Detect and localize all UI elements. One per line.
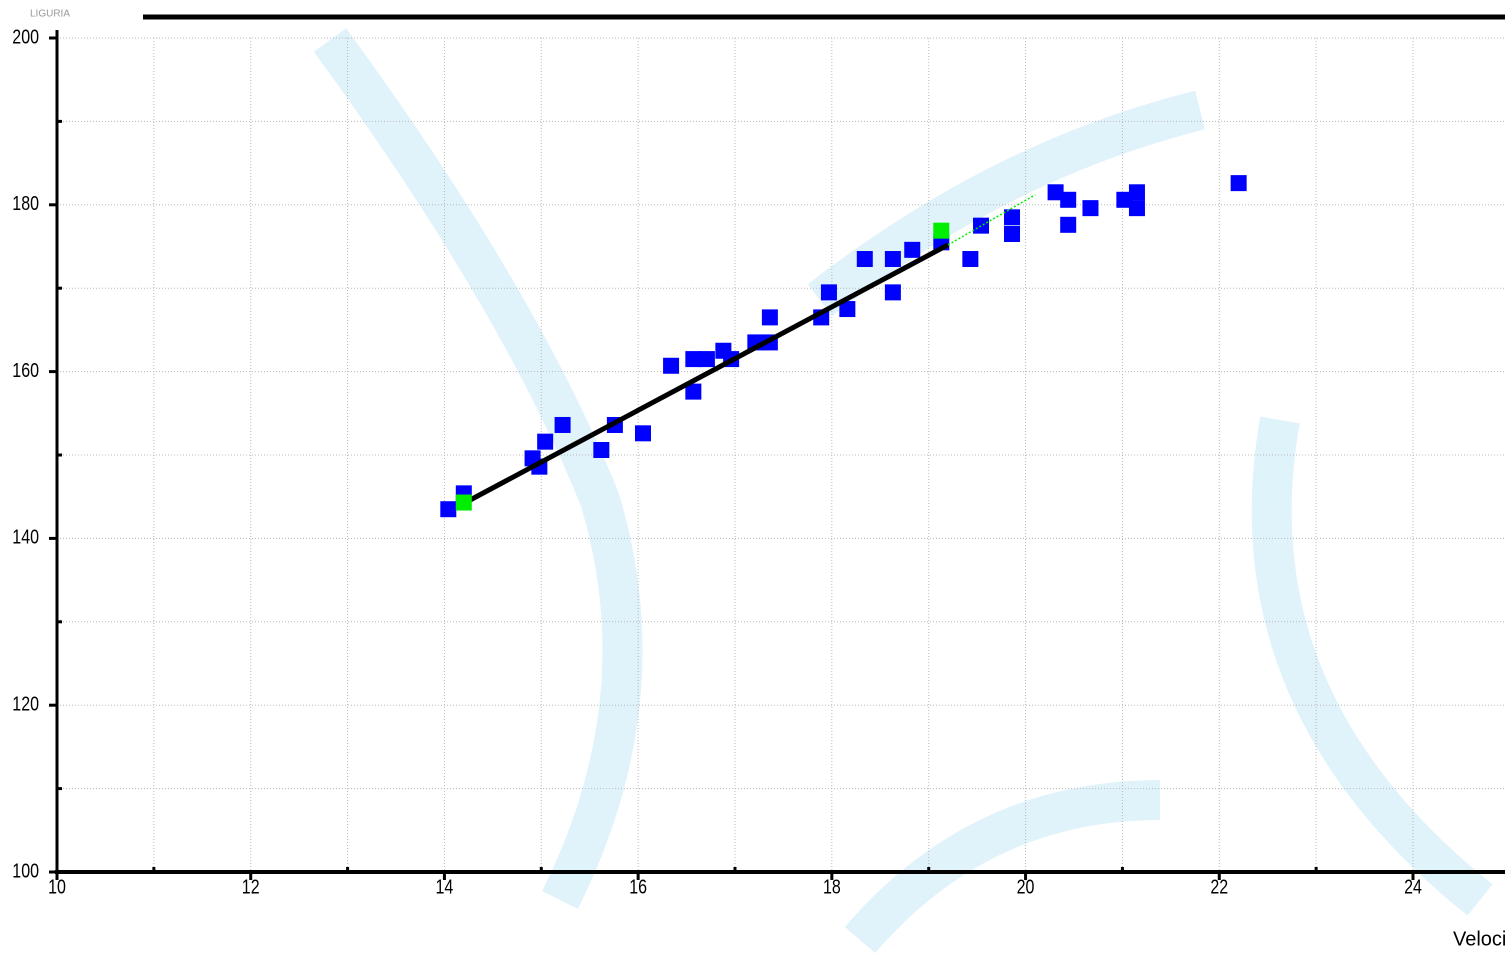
point [761, 309, 778, 326]
point [962, 251, 979, 268]
point [1004, 209, 1021, 226]
point [663, 357, 680, 374]
point [839, 301, 856, 318]
point [1047, 184, 1064, 201]
point [973, 217, 990, 234]
x-tick-label: 22 [1210, 876, 1228, 898]
point [1128, 184, 1145, 201]
point [1230, 175, 1247, 192]
y-tick-label: 160 [12, 359, 39, 381]
point [1004, 225, 1021, 242]
point [440, 501, 457, 518]
point [884, 251, 901, 268]
point [904, 241, 921, 258]
point [1060, 191, 1077, 208]
y-tick-label: 180 [12, 192, 39, 214]
x-tick-label: 10 [48, 876, 66, 898]
y-tick-label: 100 [12, 860, 39, 882]
x-axis-label: Velocit [1453, 928, 1505, 950]
point [1116, 191, 1133, 208]
header: LIGURIA [30, 9, 70, 20]
point [685, 351, 702, 368]
point [1128, 200, 1145, 217]
point [884, 284, 901, 301]
point [634, 425, 651, 442]
x-tick-label: 20 [1017, 876, 1035, 898]
point [554, 416, 571, 433]
watermark [313, 28, 1493, 954]
point [1060, 216, 1077, 233]
y-tick-label: 120 [12, 693, 39, 715]
point [856, 251, 873, 268]
point [820, 284, 837, 301]
y-tick-label: 200 [12, 26, 39, 48]
x-tick-label: 14 [436, 876, 454, 898]
fit-line [947, 194, 1036, 246]
point [593, 441, 610, 458]
point [537, 433, 554, 450]
point [1082, 200, 1099, 217]
x-tick-label: 24 [1404, 876, 1422, 898]
y-tick-label: 140 [12, 526, 39, 548]
point [933, 222, 950, 239]
fit-line [462, 242, 950, 506]
x-tick-label: 16 [629, 876, 647, 898]
x-tick-label: 12 [242, 876, 260, 898]
point [455, 494, 472, 511]
x-tick-label: 18 [823, 876, 841, 898]
point [698, 351, 715, 368]
point [685, 383, 702, 400]
